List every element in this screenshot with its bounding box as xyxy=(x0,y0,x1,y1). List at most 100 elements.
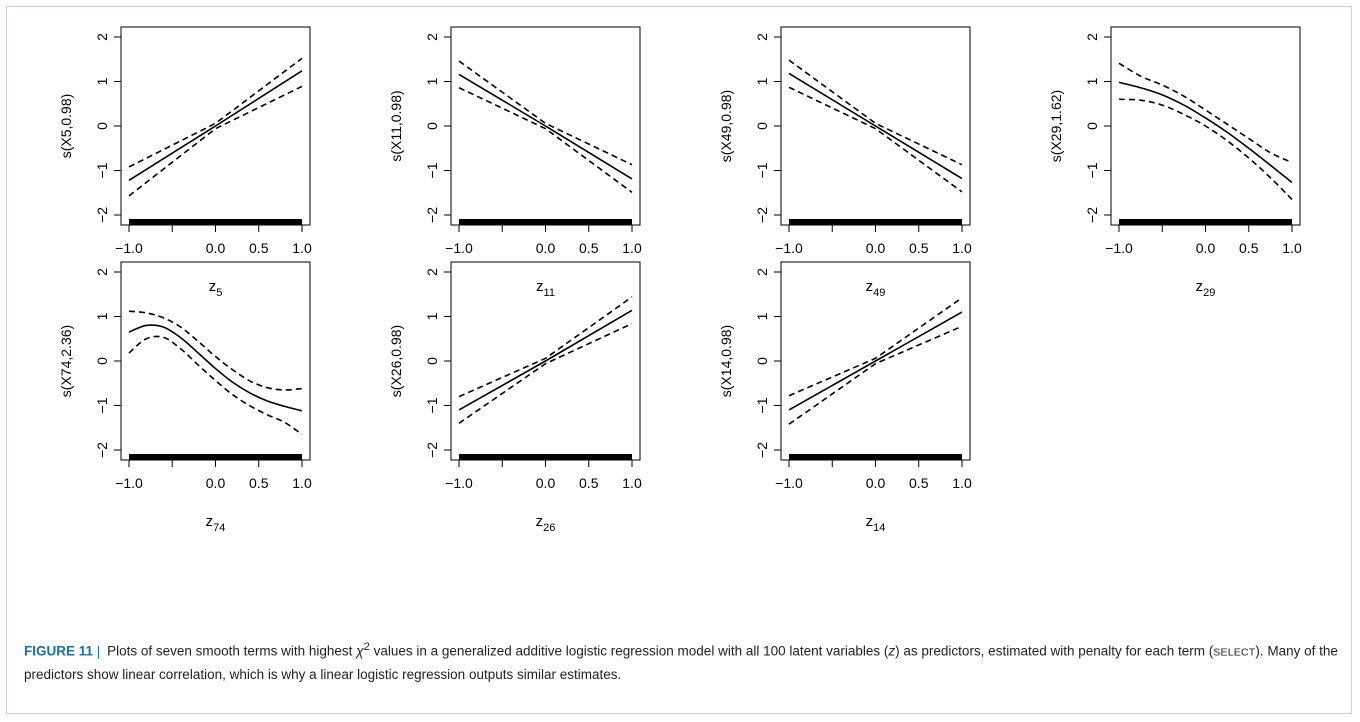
x-tick-label: 0.5 xyxy=(909,240,929,256)
x-tick-label: 0.0 xyxy=(536,475,556,491)
x-tick-label: 0.5 xyxy=(249,475,269,491)
confidence-band-line xyxy=(458,60,633,166)
confidence-band-line xyxy=(1118,98,1293,200)
smooth-term-plot-3: −2 −1 0 1 2 −1.0 0.0 0.5 1.0 s(X49,0.98) z49 xyxy=(718,26,972,299)
x-axis-label-base: z xyxy=(1196,278,1204,295)
y-tick-label: 1 xyxy=(94,312,110,320)
y-axis-label: s(X26,0.98) xyxy=(388,325,404,397)
y-tick-label: 0 xyxy=(94,357,110,365)
x-axis-label-subscript: 5 xyxy=(216,287,222,299)
rug-band xyxy=(789,454,962,460)
y-tick-label: 0 xyxy=(94,122,110,130)
y-axis-label: s(X29,1.62) xyxy=(1048,90,1064,162)
rug-band xyxy=(459,454,632,460)
y-tick-label: 1 xyxy=(1084,77,1100,85)
caption-chi-exponent: 2 xyxy=(363,641,370,653)
y-tick-label: 2 xyxy=(754,33,770,41)
confidence-band-line xyxy=(458,87,633,193)
confidence-band-line xyxy=(458,296,633,398)
caption-chi-symbol: χ xyxy=(356,643,364,659)
y-tick-label: 1 xyxy=(94,77,110,85)
figure-frame xyxy=(6,6,1352,714)
y-tick-label: 2 xyxy=(1084,33,1100,41)
x-axis-label-subscript: 29 xyxy=(1203,287,1215,299)
confidence-band-line xyxy=(788,86,963,193)
x-tick-label: 1.0 xyxy=(622,240,642,256)
smooth-estimate-line xyxy=(128,324,303,412)
confidence-band-line xyxy=(128,310,303,391)
y-tick-label: 1 xyxy=(754,312,770,320)
smooth-estimate-line xyxy=(788,72,963,180)
rug-band xyxy=(789,219,962,225)
x-axis-label: z11 xyxy=(536,278,555,299)
smooth-estimate-line xyxy=(128,70,303,181)
x-tick-label: 1.0 xyxy=(292,475,312,491)
smooth-estimate-line xyxy=(458,73,633,180)
smooth-term-plot-4: −2 −1 0 1 2 −1.0 0.0 0.5 1.0 s(X29,1.62) z29 xyxy=(1048,26,1302,299)
y-tick-label: −1 xyxy=(424,162,440,178)
x-tick-label: −1.0 xyxy=(445,240,473,256)
smooth-estimate-line xyxy=(1118,81,1293,184)
y-tick-label: 0 xyxy=(754,122,770,130)
y-tick-label: −2 xyxy=(94,207,110,223)
y-axis-label: s(X74,2.36) xyxy=(58,325,74,397)
x-tick-label: 0.0 xyxy=(1196,240,1216,256)
y-tick-label: −1 xyxy=(754,397,770,413)
y-tick-label: 2 xyxy=(94,33,110,41)
x-tick-label: 0.5 xyxy=(579,475,599,491)
caption-part4: ). Many of the predictors show linear co… xyxy=(24,643,1338,682)
confidence-band-line xyxy=(128,57,303,168)
x-tick-label: 1.0 xyxy=(952,475,972,491)
x-tick-label: 1.0 xyxy=(1282,240,1302,256)
rug-band xyxy=(459,219,632,225)
confidence-band-line xyxy=(788,59,963,166)
smooth-term-plot-1: −2 −1 0 1 2 −1.0 0.0 0.5 1.0 s(X5,0.98) z5 xyxy=(58,26,312,299)
y-tick-label: −2 xyxy=(424,207,440,223)
x-axis-label: z74 xyxy=(206,513,226,534)
x-tick-label: −1.0 xyxy=(775,240,803,256)
y-tick-label: −1 xyxy=(94,162,110,178)
x-axis-label: z29 xyxy=(1196,278,1216,299)
y-tick-label: −2 xyxy=(1084,207,1100,223)
confidence-band-line xyxy=(1118,62,1293,164)
y-tick-label: 2 xyxy=(94,268,110,276)
y-tick-label: −1 xyxy=(1084,162,1100,178)
confidence-band-line xyxy=(788,325,963,425)
caption-z: z xyxy=(888,643,896,659)
y-tick-label: 0 xyxy=(754,357,770,365)
x-tick-label: 0.5 xyxy=(1239,240,1259,256)
y-tick-label: −2 xyxy=(94,442,110,458)
x-axis-label-subscript: 26 xyxy=(543,522,555,534)
y-axis-label: s(X49,0.98) xyxy=(718,90,734,162)
confidence-band-line xyxy=(128,85,303,197)
x-tick-label: 0.5 xyxy=(579,240,599,256)
x-tick-label: 0.5 xyxy=(909,475,929,491)
figure-separator: | xyxy=(96,643,101,659)
x-axis-label: z5 xyxy=(209,278,223,299)
x-axis-label-base: z xyxy=(209,278,217,295)
y-tick-label: −1 xyxy=(754,162,770,178)
x-tick-label: 1.0 xyxy=(292,240,312,256)
rug-band xyxy=(129,454,302,460)
y-tick-label: −2 xyxy=(754,207,770,223)
x-tick-label: 0.0 xyxy=(866,475,886,491)
y-tick-label: 0 xyxy=(1084,122,1100,130)
y-axis-label: s(X11,0.98) xyxy=(388,90,404,161)
rug-band xyxy=(129,219,302,225)
x-tick-label: 0.0 xyxy=(536,240,556,256)
y-tick-label: 0 xyxy=(424,122,440,130)
caption-select: SELECT xyxy=(1213,646,1256,659)
x-axis-label: z14 xyxy=(866,513,886,534)
x-axis-label: z26 xyxy=(536,513,556,534)
y-tick-label: 0 xyxy=(424,357,440,365)
x-axis-label-base: z xyxy=(536,278,544,295)
figure-label: FIGURE 11 xyxy=(24,643,94,659)
confidence-band-line xyxy=(128,335,303,436)
x-tick-label: −1.0 xyxy=(445,475,473,491)
x-tick-label: 1.0 xyxy=(952,240,972,256)
y-axis-label: s(X14,0.98) xyxy=(718,325,734,397)
y-tick-label: −2 xyxy=(424,442,440,458)
x-axis-label-base: z xyxy=(866,513,874,530)
